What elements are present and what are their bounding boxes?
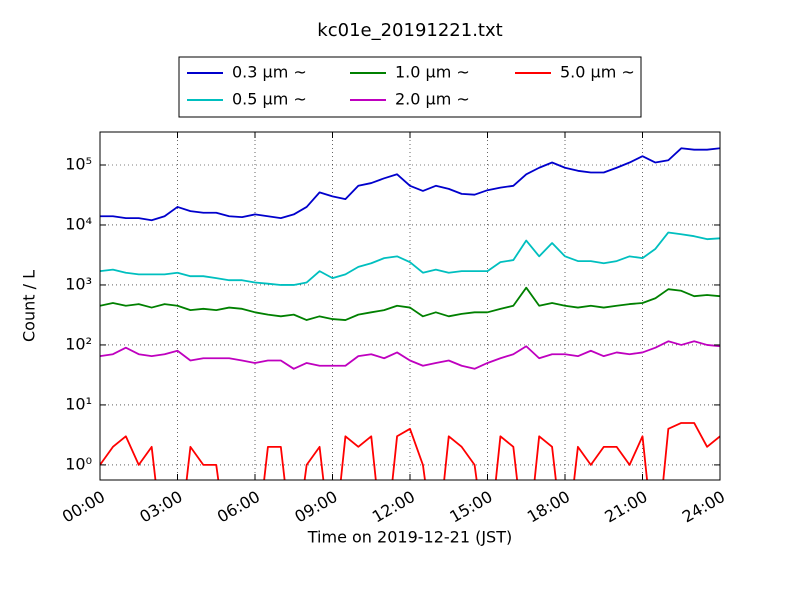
data-line bbox=[100, 422, 720, 480]
legend-label: 5.0 μm ~ bbox=[560, 63, 635, 82]
grid bbox=[99, 132, 721, 480]
y-tick-label: 10² bbox=[65, 334, 92, 353]
y-axis-label: Count / L bbox=[20, 270, 39, 342]
y-tick-label: 10⁴ bbox=[65, 214, 92, 233]
y-tick-label: 10⁰ bbox=[65, 454, 92, 473]
data-line bbox=[100, 286, 720, 321]
legend-label: 0.5 μm ~ bbox=[232, 90, 307, 109]
chart-title: kc01e_20191221.txt bbox=[317, 20, 502, 41]
data-line bbox=[100, 231, 720, 286]
y-tick-label: 10⁵ bbox=[65, 155, 92, 174]
legend-label: 0.3 μm ~ bbox=[232, 63, 307, 82]
y-tick-label: 10³ bbox=[65, 274, 92, 293]
plot-lines bbox=[100, 147, 720, 480]
legend-label: 1.0 μm ~ bbox=[395, 63, 470, 82]
legend-box bbox=[178, 56, 642, 118]
data-line bbox=[100, 147, 720, 222]
y-tick-label: 10¹ bbox=[65, 394, 92, 413]
legend-label: 2.0 μm ~ bbox=[395, 90, 470, 109]
x-axis-label: Time on 2019-12-21 (JST) bbox=[307, 528, 512, 547]
data-line bbox=[100, 340, 720, 370]
